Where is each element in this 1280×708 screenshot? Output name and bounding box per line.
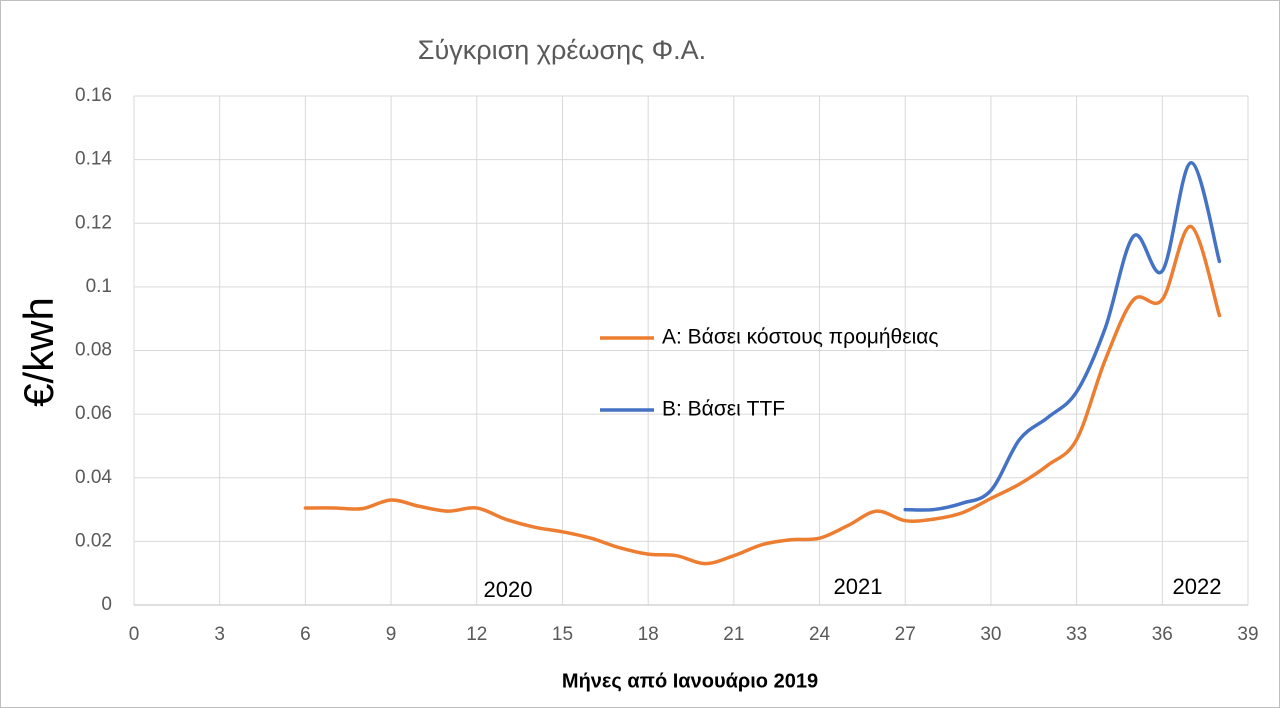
- x-tick-label: 30: [980, 624, 1001, 645]
- y-tick-label: 0.16: [75, 85, 112, 106]
- annotation: 2022: [1173, 574, 1222, 599]
- x-tick-label: 12: [466, 624, 487, 645]
- y-tick-label: 0.12: [75, 212, 112, 233]
- x-axis-label: Μήνες από Ιανουάριο 2019: [562, 670, 818, 692]
- x-tick-label: 18: [638, 624, 659, 645]
- x-tick-label: 27: [895, 624, 916, 645]
- x-tick-label: 3: [214, 624, 225, 645]
- x-tick-label: 0: [129, 624, 140, 645]
- data-line: [903, 161, 1222, 512]
- x-tick-label: 33: [1066, 624, 1087, 645]
- x-tick-label: 24: [809, 624, 831, 645]
- annotation: 2020: [484, 577, 533, 602]
- y-tick-label: 0.02: [75, 530, 112, 551]
- x-tick-label: 36: [1152, 624, 1173, 645]
- x-tick-label: 21: [723, 624, 744, 645]
- x-tick-label: 15: [552, 624, 573, 645]
- x-tick-label: 6: [300, 624, 311, 645]
- annotation: 2021: [834, 574, 883, 599]
- legend-label: A: Βάσει κόστους προμήθειας: [662, 326, 939, 349]
- y-tick-label: 0.04: [75, 467, 112, 488]
- chart-title: Σύγκριση χρέωσης Φ.Α.: [418, 35, 706, 65]
- y-tick-label: 0.06: [75, 403, 112, 424]
- y-tick-label: 0.08: [75, 340, 112, 361]
- x-tick-label: 9: [386, 624, 397, 645]
- y-axis-label: €/kwh: [15, 297, 62, 407]
- x-tick-label: 39: [1237, 624, 1258, 645]
- y-tick-label: 0.1: [86, 276, 112, 297]
- data-line: [303, 224, 1222, 566]
- y-tick-label: 0.14: [75, 149, 112, 170]
- legend-label: B: Βάσει TTF: [662, 398, 785, 421]
- y-tick-label: 0: [101, 594, 112, 615]
